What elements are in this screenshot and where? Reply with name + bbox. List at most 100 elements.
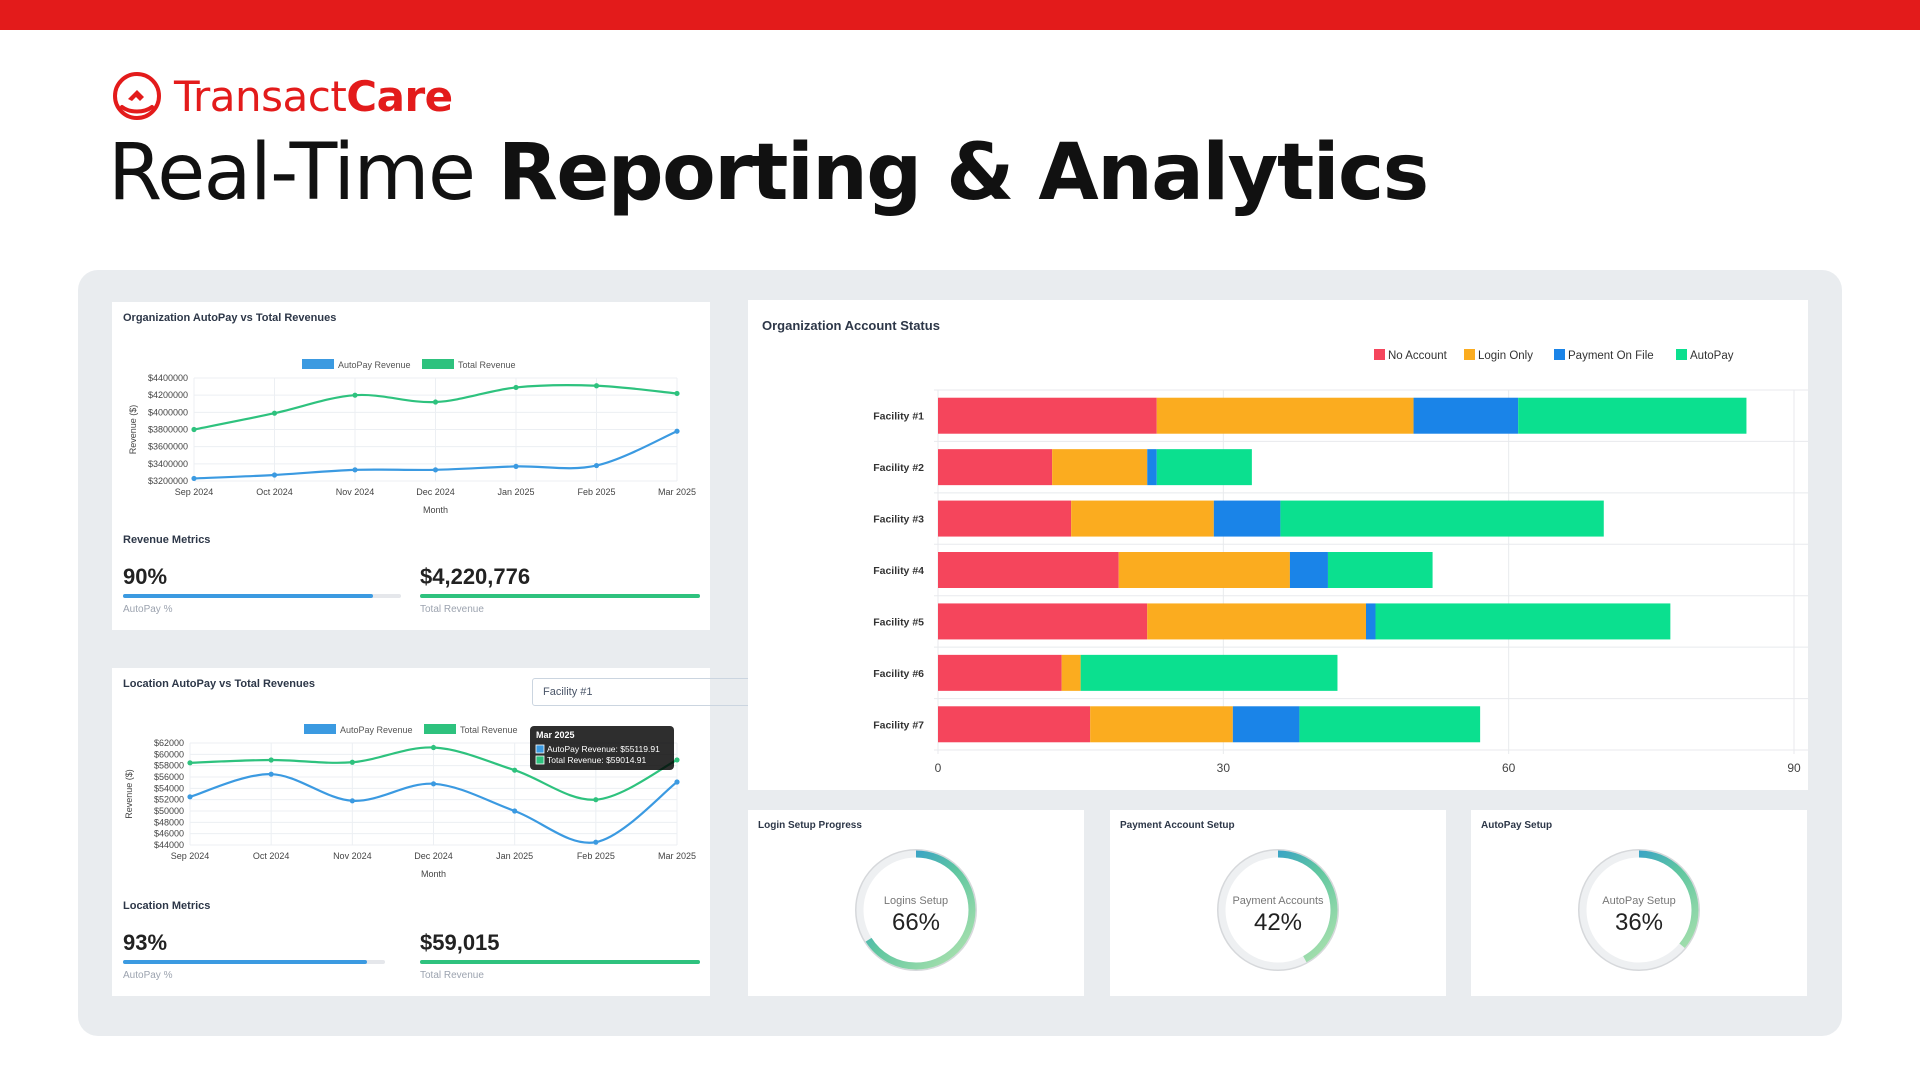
data-point — [191, 475, 197, 482]
y-tick-label: $48000 — [154, 817, 184, 827]
bar-segment-no-account — [938, 603, 1148, 640]
facility-label: Facility #6 — [873, 668, 924, 680]
org-revenue-card: Organization AutoPay vs Total Revenues A… — [112, 302, 710, 630]
bar-segment-payment-on-file — [1289, 552, 1328, 588]
y-tick-label: $3600000 — [148, 442, 188, 452]
x-tick-label: Mar 2025 — [658, 487, 696, 497]
bar-segment-autopay — [1280, 500, 1604, 537]
gauge-center — [1228, 860, 1328, 960]
location-autopay-percent: 93% — [123, 930, 168, 955]
gauge-center — [1589, 860, 1689, 960]
data-point — [513, 463, 519, 470]
x-tick-label: Nov 2024 — [336, 487, 375, 497]
bar-segment-payment-on-file — [1366, 603, 1376, 640]
status-legend-swatch — [1676, 349, 1687, 360]
data-point — [187, 760, 193, 766]
tooltip-title: Mar 2025 — [536, 730, 575, 740]
y-tick-label: $60000 — [154, 749, 184, 759]
payment-account-gauge: Payment Accounts 42% — [1217, 849, 1339, 971]
bar-segment-autopay — [1327, 552, 1433, 588]
x-tick-label: Feb 2025 — [577, 487, 615, 497]
y-tick-label: $52000 — [154, 795, 184, 805]
legend-swatch-0 — [302, 359, 334, 369]
org-total-progress — [420, 594, 700, 598]
payment-account-title: Payment Account Setup — [1120, 820, 1235, 831]
bar-segment-login-only — [1052, 449, 1148, 486]
org-revenue-title: Organization AutoPay vs Total Revenues — [123, 312, 337, 324]
facility-label: Facility #2 — [873, 462, 924, 474]
bar-segment-login-only — [1156, 397, 1414, 434]
bar-segment-no-account — [938, 552, 1119, 588]
y-tick-label: $3200000 — [148, 476, 188, 486]
org-total-revenue: $4,220,776 — [420, 564, 531, 589]
data-point — [674, 779, 680, 785]
data-point — [268, 771, 274, 777]
x-tick-label: 0 — [935, 761, 942, 775]
gauge-value: 42% — [1254, 909, 1302, 936]
legend-label-1: Total Revenue — [458, 360, 516, 370]
y-tick-label: $54000 — [154, 783, 184, 793]
location-total-progress — [420, 960, 700, 964]
x-axis-label: Month — [423, 505, 448, 515]
autopay-setup-card: AutoPay Setup AutoPay Setup 36% — [1471, 810, 1807, 996]
tooltip-swatch-total — [535, 755, 545, 765]
gauge-progress-arc — [856, 850, 976, 970]
bar-segment-autopay — [1518, 397, 1747, 434]
x-tick-label: 30 — [1217, 761, 1231, 775]
status-legend-swatch — [1374, 349, 1385, 360]
data-point — [191, 426, 197, 433]
page-title: Real-Time Reporting & Analytics — [108, 128, 1429, 218]
data-point — [674, 757, 680, 763]
location-autopay-progress — [123, 960, 385, 964]
login-setup-card: Login Setup Progress Logins Setup 66% — [748, 810, 1084, 996]
status-legend-label: No Account — [1388, 350, 1448, 362]
data-point — [674, 428, 680, 434]
brand-logo: TransactCare — [110, 68, 453, 124]
bar-segment-autopay — [1375, 603, 1671, 640]
y-tick-label: $3400000 — [148, 459, 188, 469]
data-point — [352, 467, 358, 473]
y-tick-label: $46000 — [154, 829, 184, 839]
data-point — [593, 462, 600, 469]
data-point — [674, 390, 680, 397]
chart-legend: AutoPay Revenue Total Revenue — [302, 359, 516, 370]
y-tick-label: $4200000 — [148, 390, 188, 400]
tooltip-bg — [530, 726, 674, 770]
bar-segment-payment-on-file — [1147, 449, 1157, 486]
status-legend-swatch — [1464, 349, 1475, 360]
data-point — [593, 839, 599, 845]
x-axis-label: Month — [421, 869, 446, 879]
gauge-progress-arc — [1218, 850, 1338, 970]
gauge-ring-outer — [855, 849, 977, 971]
autopay-setup-gauge: AutoPay Setup 36% — [1578, 849, 1700, 971]
status-legend-label: Login Only — [1478, 350, 1533, 362]
transactcare-logo-icon — [113, 72, 161, 120]
x-tick-label: Mar 2025 — [658, 851, 696, 861]
x-tick-label: Dec 2024 — [416, 487, 455, 497]
data-point — [593, 797, 599, 803]
gauge-label: AutoPay Setup — [1602, 895, 1675, 907]
data-point — [430, 744, 437, 751]
bar-segment-no-account — [938, 449, 1053, 486]
gauge-label: Payment Accounts — [1232, 895, 1324, 907]
data-point — [271, 410, 278, 416]
bar-segment-login-only — [1071, 500, 1214, 537]
status-legend-swatch — [1554, 349, 1565, 360]
chart-legend: AutoPay Revenue Total Revenue — [304, 724, 518, 735]
chart-tooltip: Mar 2025 AutoPay Revenue: $55119.91Total … — [530, 726, 674, 770]
data-point — [268, 757, 274, 763]
bar-segment-login-only — [1118, 552, 1290, 588]
x-tick-label: Oct 2024 — [253, 851, 290, 861]
bar-segment-login-only — [1147, 603, 1366, 640]
data-point — [187, 794, 193, 800]
legend-label-1: Total Revenue — [460, 725, 518, 735]
bar-segment-autopay — [1299, 706, 1481, 743]
tooltip-swatch-autopay — [535, 744, 545, 754]
gauge-value: 66% — [892, 909, 940, 936]
status-legend: No Account Login Only Payment On File AutoP… — [1374, 349, 1734, 362]
facility-label: Facility #3 — [873, 514, 924, 526]
y-tick-label: $62000 — [154, 738, 184, 748]
tooltip-line-autopay: AutoPay Revenue: $55119.91 — [547, 744, 660, 754]
gauge-ring-outer — [1217, 849, 1339, 971]
bar-segment-no-account — [938, 397, 1157, 434]
